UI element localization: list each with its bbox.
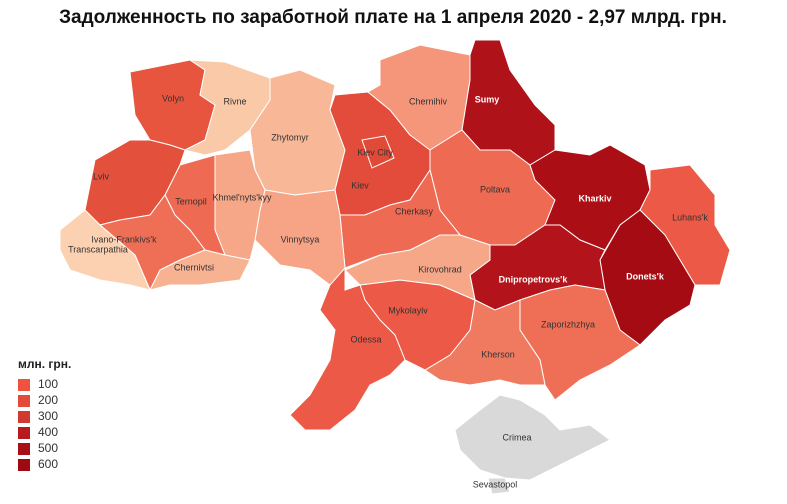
legend-swatch bbox=[18, 427, 30, 439]
region-label: Kherson bbox=[481, 349, 515, 359]
region-label: Rivne bbox=[223, 96, 246, 106]
region bbox=[487, 477, 511, 495]
legend: 100 200 300 400 500 600 bbox=[18, 377, 58, 471]
region-label: Dnipropetrovs'k bbox=[499, 274, 569, 284]
region-label: Ivano-Frankivs'k bbox=[91, 234, 157, 244]
region-label: Mykolayiv bbox=[388, 305, 428, 315]
region-label: Kirovohrad bbox=[418, 264, 462, 274]
region-label: Crimea bbox=[502, 432, 531, 442]
region bbox=[639, 164, 731, 286]
region-label: Vinnytsya bbox=[281, 234, 320, 244]
region-label: Chernihiv bbox=[409, 96, 448, 106]
legend-swatch bbox=[18, 411, 30, 423]
region-label: Volyn bbox=[162, 93, 184, 103]
region-label: Zhytomyr bbox=[271, 132, 309, 142]
region-label: Transcarpathia bbox=[68, 244, 128, 254]
region-label: Sumy bbox=[475, 94, 500, 104]
legend-swatch bbox=[18, 395, 30, 407]
legend-swatch bbox=[18, 379, 30, 391]
region-label: Sevastopol bbox=[473, 479, 518, 489]
legend-swatch bbox=[18, 443, 30, 455]
legend-label: 400 bbox=[38, 425, 58, 439]
region bbox=[129, 59, 216, 151]
region bbox=[339, 168, 462, 269]
region-label: Luhans'k bbox=[672, 212, 708, 222]
regions bbox=[59, 39, 731, 495]
map-title: Задолженность по заработной плате на 1 а… bbox=[59, 7, 727, 28]
legend-label: 500 bbox=[38, 441, 58, 455]
region-label: Cherkasy bbox=[395, 206, 434, 216]
region bbox=[361, 135, 395, 169]
region-label: Ternopil bbox=[175, 196, 207, 206]
legend-label: 600 bbox=[38, 457, 58, 471]
region-label: Donets'k bbox=[626, 271, 665, 281]
region-label: Kharkiv bbox=[578, 193, 611, 203]
legend-title: млн. грн. bbox=[18, 357, 71, 371]
region-label: Khmel'nyts'kyy bbox=[213, 192, 272, 202]
region-label: Zaporizhzhya bbox=[541, 319, 595, 329]
region-label: Kiev City bbox=[357, 147, 393, 157]
region bbox=[59, 209, 151, 291]
region-labels: Volyn Rivne Zhytomyr Kiev Kiev City Chernihiv… bbox=[68, 93, 708, 489]
region bbox=[149, 249, 251, 291]
region-label: Lviv bbox=[93, 171, 110, 181]
legend-label: 100 bbox=[38, 377, 58, 391]
legend-label: 200 bbox=[38, 393, 58, 407]
region-label: Chernivtsi bbox=[174, 262, 214, 272]
legend-swatch bbox=[18, 459, 30, 471]
region-label: Kiev bbox=[351, 180, 369, 190]
region-label: Poltava bbox=[480, 184, 510, 194]
legend-label: 300 bbox=[38, 409, 58, 423]
region-label: Odessa bbox=[350, 334, 381, 344]
region bbox=[289, 266, 406, 431]
region bbox=[454, 394, 611, 481]
